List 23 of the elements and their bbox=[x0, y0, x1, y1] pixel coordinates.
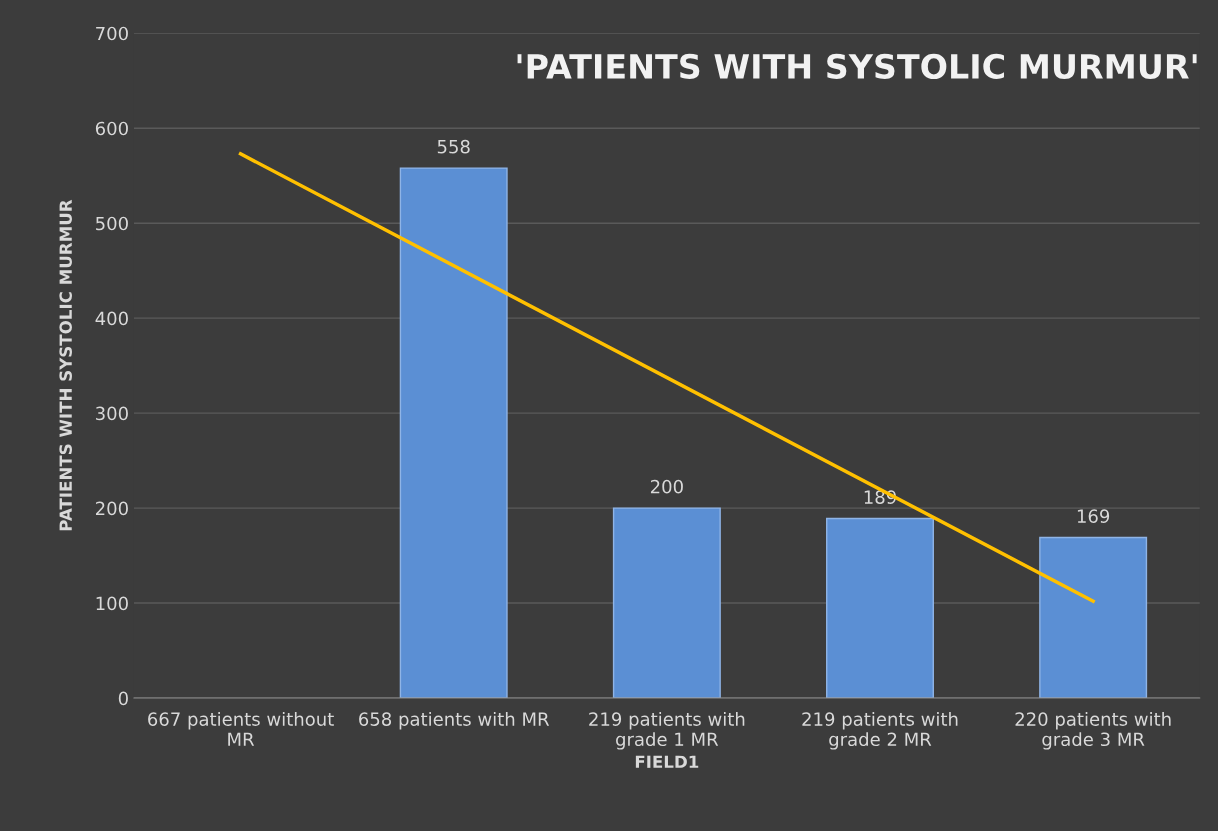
y-tick-label: 600 bbox=[95, 121, 128, 136]
bar bbox=[612, 507, 721, 699]
bar bbox=[1039, 536, 1148, 699]
y-tick-label: 400 bbox=[95, 311, 128, 326]
data-label: 200 bbox=[650, 479, 683, 494]
y-tick-label: 0 bbox=[118, 691, 128, 706]
x-tick-label: 658 patients with MR bbox=[359, 711, 550, 730]
y-tick-label: 700 bbox=[96, 26, 128, 41]
x-tick-label: 219 patients with grade 2 MR bbox=[802, 711, 958, 750]
y-tick-label: 300 bbox=[96, 406, 128, 421]
data-label: 558 bbox=[437, 139, 470, 154]
bar bbox=[826, 517, 934, 699]
x-axis-title: FIELD1 bbox=[635, 755, 699, 768]
x-tick-label: 220 patients with grade 3 MR bbox=[1015, 711, 1171, 750]
y-axis-title: PATIENTS WITH SYSTOLIC MURMUR bbox=[59, 199, 72, 531]
y-tick-label: 200 bbox=[95, 501, 128, 516]
x-tick-label: 667 patients without MR bbox=[148, 711, 334, 746]
x-tick-label: 219 patients with grade 1 MR bbox=[589, 711, 745, 750]
chart-title: 'PATIENTS WITH SYSTOLIC MURMUR' bbox=[517, 53, 1197, 79]
y-tick-label: 500 bbox=[96, 216, 128, 231]
y-tick-label: 100 bbox=[96, 596, 128, 611]
data-label: 169 bbox=[1077, 509, 1110, 523]
bar bbox=[399, 167, 508, 699]
